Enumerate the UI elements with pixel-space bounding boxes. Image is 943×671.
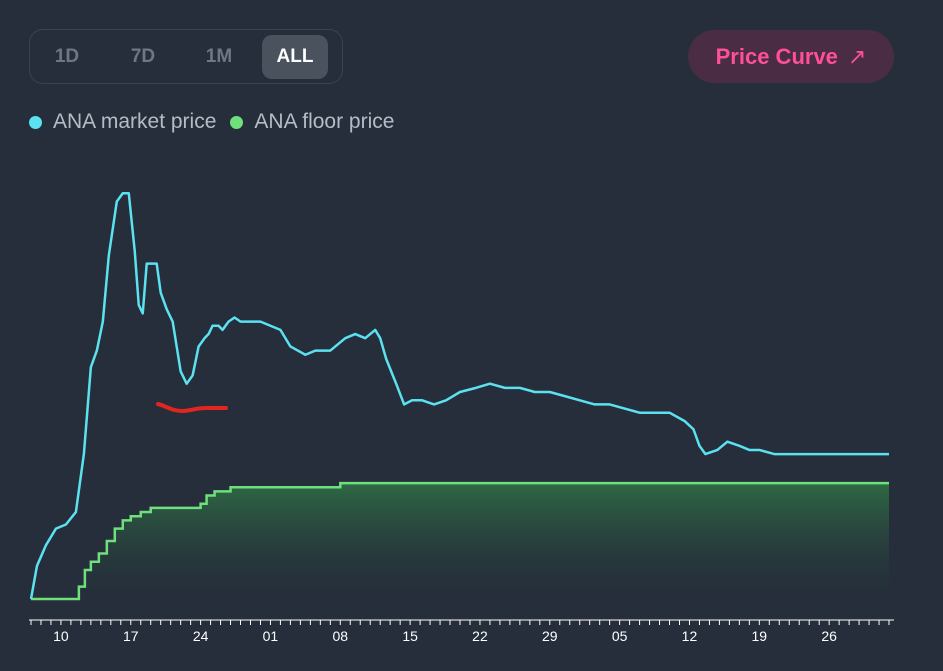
x-tick-label: 05 [612,628,628,644]
legend-dot-floor [230,115,244,129]
range-selector: 1D 7D 1M ALL [29,29,343,84]
floor-price-line [30,481,890,601]
legend-label-market: ANA market price [53,110,217,133]
range-tab-1d[interactable]: 1D [54,45,80,67]
legend-item-floor[interactable]: ANA floor price [230,110,394,134]
range-tab-all[interactable]: ALL [262,34,328,79]
x-tick-label: 15 [402,628,418,644]
x-tick-label: 24 [193,628,209,644]
arrow-up-right-icon: ↗ [847,43,867,69]
x-tick-label: 10 [53,628,69,644]
x-tick-label: 08 [332,628,348,644]
range-tab-1m[interactable]: 1M [205,45,233,67]
annotation-red-stroke [156,402,228,414]
x-tick-label: 26 [821,628,837,644]
x-tick-label: 22 [472,628,488,644]
legend-dot-market [29,115,42,129]
x-tick-label: 17 [123,628,139,644]
legend-item-market[interactable]: ANA market price [29,110,216,134]
x-tick-label: 12 [682,628,698,644]
legend-label-floor: ANA floor price [254,110,395,133]
x-axis: 10 17 24 01 08 15 22 29 05 12 19 26 [29,619,894,644]
range-tab-7d[interactable]: 7D [130,45,156,67]
chart-legend: ANA market price ANA floor price [29,110,408,134]
plot-area [29,192,890,601]
floor-price-area [30,483,890,599]
price-curve-button[interactable]: Price Curve ↗ [688,30,894,83]
market-price-line [29,192,890,600]
price-curve-label: Price Curve [715,43,838,69]
x-tick-label: 01 [263,628,279,644]
x-tick-label: 19 [752,628,768,644]
x-tick-label: 29 [542,628,558,644]
